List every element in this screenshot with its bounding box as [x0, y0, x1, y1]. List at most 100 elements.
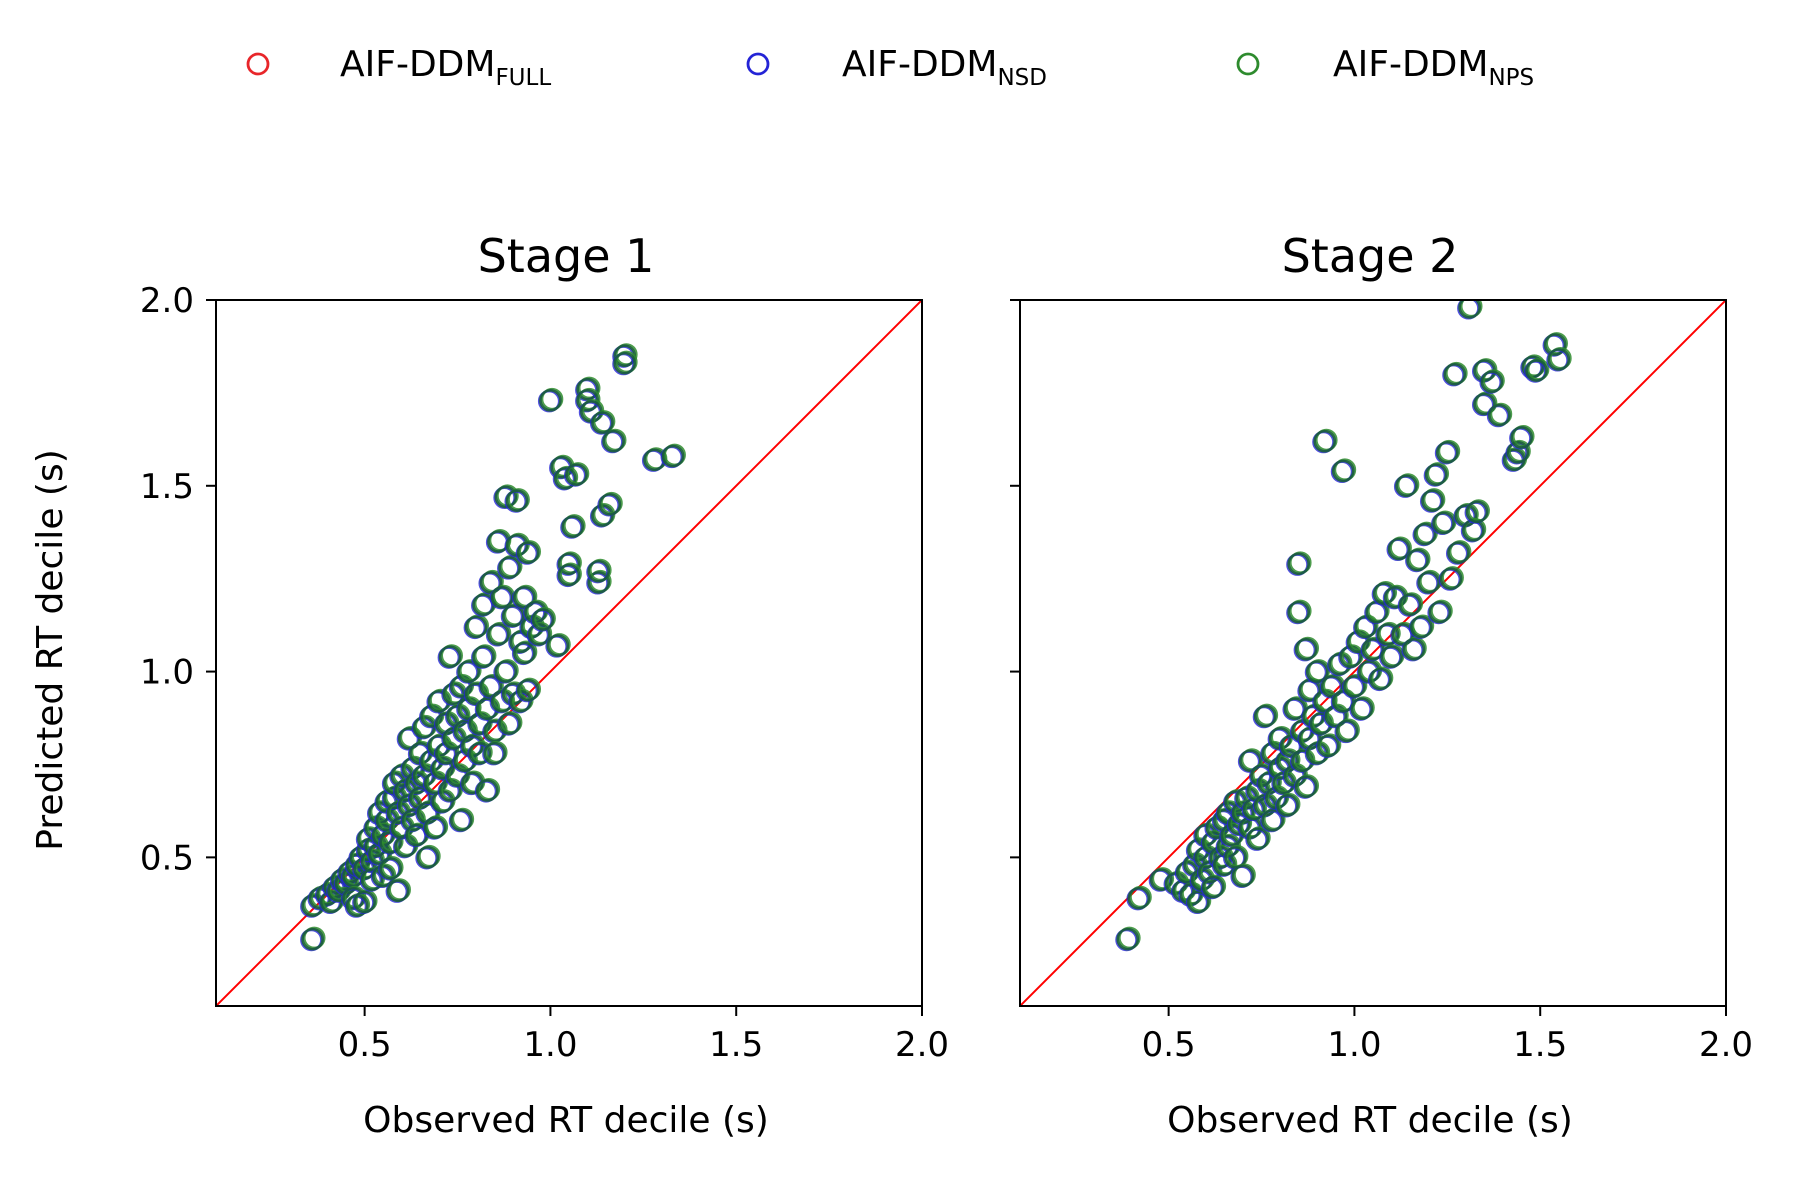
point-full: [1294, 775, 1318, 799]
point-full: [1187, 890, 1210, 914]
point-full: [1149, 868, 1173, 891]
y-tick-label: 1.5: [140, 467, 194, 507]
point-full: [1305, 660, 1329, 683]
x-tick-label: 2.0: [895, 1025, 949, 1065]
point-full: [1287, 600, 1310, 624]
point-full: [561, 515, 585, 538]
legend-label-nsd: AIF-DDMNSD: [842, 44, 1047, 91]
legend-label-nps: AIF-DDMNPS: [1333, 44, 1534, 91]
point-full: [494, 660, 518, 683]
point-full: [353, 890, 376, 914]
point-full: [1395, 474, 1418, 498]
point-full: [468, 742, 492, 765]
y-axis-label: Predicted RT decile (s): [30, 449, 71, 851]
panel-stage-2: Stage 2 Observed RT decile (s) 0.5 1.0 1.5…: [1010, 229, 1753, 1141]
x-tick-label: 0.5: [338, 1025, 392, 1065]
plot-frame: [215, 299, 923, 1007]
x-axis-label: Observed RT decile (s): [363, 1100, 769, 1141]
point-full: [1398, 593, 1422, 616]
x-tick-label: 1.0: [1327, 1025, 1381, 1065]
y-tick-label: 1.0: [140, 653, 194, 693]
point-full: [1313, 429, 1336, 453]
point-full: [1480, 370, 1504, 394]
point-full: [494, 485, 518, 509]
point-full: [1246, 827, 1270, 851]
point-full: [457, 660, 480, 683]
point-full: [1261, 808, 1284, 832]
point-full: [1350, 697, 1374, 721]
point-full: [587, 559, 611, 583]
identity-line: [1020, 300, 1726, 1006]
point-full: [1127, 886, 1151, 910]
legend-entry-full: AIF-DDMFULL: [246, 44, 551, 91]
point-full: [479, 571, 503, 594]
legend-marker-nps: [1236, 52, 1260, 76]
point-full: [479, 675, 503, 698]
point-full: [438, 645, 462, 669]
panel-title: Stage 1: [478, 229, 655, 283]
point-full: [505, 489, 529, 512]
point-full: [416, 846, 440, 869]
point-full: [539, 389, 562, 412]
x-tick-label: 1.5: [709, 1025, 763, 1065]
point-full: [1488, 403, 1511, 427]
point-full: [1380, 645, 1403, 669]
point-full: [1417, 571, 1441, 594]
point-full: [516, 541, 540, 564]
point-full: [1294, 637, 1318, 661]
point-full: [602, 429, 625, 453]
point-full: [1458, 300, 1481, 319]
point-full: [1510, 426, 1533, 449]
legend-marker-nsd: [746, 52, 770, 76]
point-full: [546, 634, 570, 657]
point-full: [1439, 567, 1463, 590]
point-full: [1287, 552, 1310, 576]
point-full: [565, 463, 588, 486]
point-full: [1201, 875, 1225, 899]
point-full: [1231, 864, 1255, 888]
point-full: [1447, 541, 1470, 564]
x-tick-label: 0.5: [1142, 1025, 1196, 1065]
point-full: [1506, 441, 1530, 464]
point-full: [1317, 734, 1340, 758]
panel-title: Stage 2: [1282, 229, 1459, 283]
point-full: [490, 585, 514, 609]
point-full: [1421, 489, 1444, 512]
point-full: [661, 444, 685, 468]
point-full: [1410, 615, 1433, 639]
point-full: [1413, 522, 1437, 546]
scatter-points: [1115, 300, 1572, 952]
x-tick-label: 2.0: [1699, 1025, 1753, 1065]
point-full: [1465, 500, 1489, 524]
point-full: [513, 641, 536, 665]
plot-frame: [1019, 299, 1727, 1007]
point-full: [1432, 511, 1455, 535]
point-full: [483, 742, 506, 765]
y-tick-label: 2.0: [140, 281, 194, 321]
point-full: [587, 571, 611, 594]
point-full: [1387, 537, 1411, 561]
point-full: [1253, 704, 1277, 728]
point-full: [557, 563, 581, 587]
point-full: [531, 608, 555, 631]
point-full: [301, 927, 324, 951]
point-full: [1239, 749, 1262, 773]
point-full: [1473, 392, 1496, 416]
point-full: [423, 816, 447, 839]
legend-marker-full: [246, 52, 270, 76]
x-axis-label: Observed RT decile (s): [1167, 1100, 1573, 1141]
legend-entry-nsd: AIF-DDMNSD: [746, 44, 1047, 91]
x-tick-label: 1.0: [523, 1025, 577, 1065]
point-full: [598, 493, 622, 516]
point-full: [1428, 600, 1452, 624]
point-full: [1424, 463, 1448, 486]
x-tick-label: 1.5: [1513, 1025, 1567, 1065]
point-full: [501, 604, 525, 628]
point-full: [1443, 363, 1467, 386]
legend-label-full: AIF-DDMFULL: [340, 44, 551, 91]
point-full: [527, 623, 551, 646]
point-full: [1276, 794, 1299, 817]
legend: AIF-DDMFULL AIF-DDMNSD AIF-DDMNPS: [246, 44, 1534, 91]
point-full: [591, 411, 614, 434]
